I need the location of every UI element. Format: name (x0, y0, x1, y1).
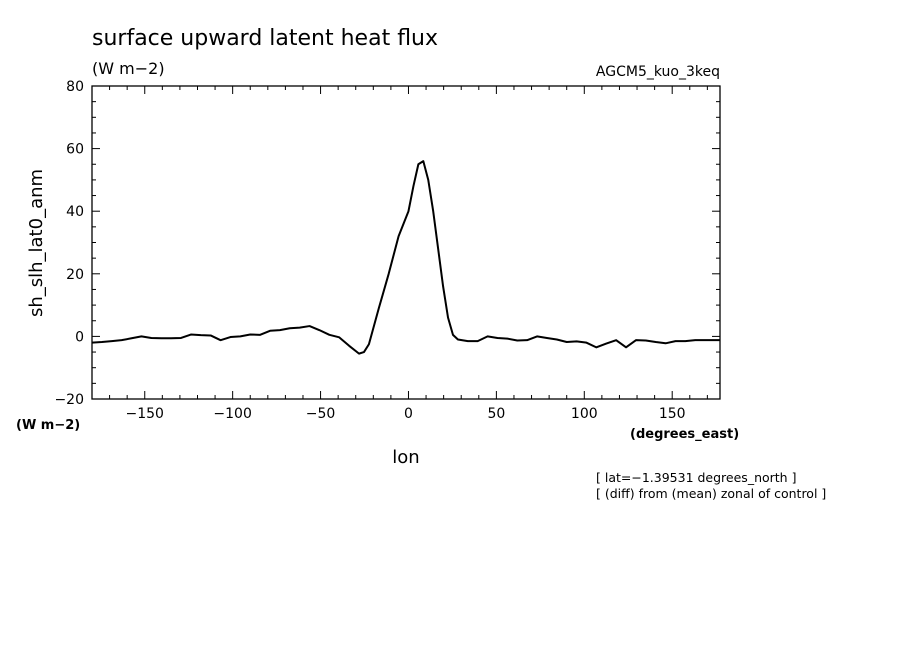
x-tick-labels: −150 −100 −50 0 50 100 150 (126, 406, 686, 422)
x-axis-label: lon (392, 447, 419, 468)
x-tick-label: −100 (213, 406, 251, 422)
x-ticks (109, 86, 708, 399)
y-tick-label: 40 (66, 204, 84, 220)
x-tick-label: 150 (659, 406, 686, 422)
x-tick-label: 50 (487, 406, 505, 422)
x-tick-label: 0 (404, 406, 413, 422)
x-tick-label: 100 (571, 406, 598, 422)
y-tick-label: 20 (66, 267, 84, 283)
plot-frame (91, 85, 721, 400)
annotation-latitude: [ lat=−1.39531 degrees_north ] (596, 470, 796, 485)
y-ticks (92, 101, 720, 384)
y-axis-units: (W m−2) (16, 418, 80, 433)
x-axis-units: (degrees_east) (630, 427, 739, 442)
x-tick-label: −150 (126, 406, 164, 422)
chart-title: surface upward latent heat flux (92, 26, 438, 51)
y-tick-label: 60 (66, 142, 84, 158)
y-axis-label: sh_slh_lat0_anm (26, 169, 47, 317)
annotation-difference: [ (diff) from (mean) zonal of control ] (596, 486, 826, 501)
y-tick-label: 0 (75, 329, 84, 345)
model-label: AGCM5_kuo_3keq (596, 64, 720, 80)
y-tick-label: −20 (54, 392, 84, 408)
series-line (91, 160, 720, 355)
y-tick-label: 80 (66, 79, 84, 95)
chart-title-units: (W m−2) (92, 59, 165, 78)
y-tick-labels: −20 0 20 40 60 80 (54, 79, 84, 408)
x-tick-label: −50 (306, 406, 336, 422)
